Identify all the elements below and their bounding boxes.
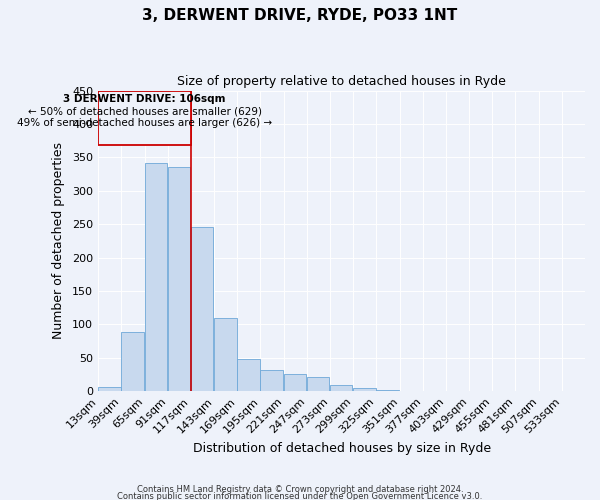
Bar [284,374,306,391]
Bar [400,390,422,391]
Text: Contains public sector information licensed under the Open Government Licence v3: Contains public sector information licen… [118,492,482,500]
X-axis label: Distribution of detached houses by size in Ryde: Distribution of detached houses by size … [193,442,491,455]
Bar [167,166,190,391]
Bar [423,390,445,391]
Bar [260,370,283,391]
Text: Contains HM Land Registry data © Crown copyright and database right 2024.: Contains HM Land Registry data © Crown c… [137,485,463,494]
FancyBboxPatch shape [98,90,191,146]
Bar [539,390,561,391]
Text: 3, DERWENT DRIVE, RYDE, PO33 1NT: 3, DERWENT DRIVE, RYDE, PO33 1NT [142,8,458,22]
Bar [191,227,214,391]
Bar [307,376,329,391]
Y-axis label: Number of detached properties: Number of detached properties [52,142,65,340]
Bar [145,162,167,391]
Bar [376,390,399,391]
Text: ← 50% of detached houses are smaller (629): ← 50% of detached houses are smaller (62… [28,107,262,117]
Text: 3 DERWENT DRIVE: 106sqm: 3 DERWENT DRIVE: 106sqm [64,94,226,104]
Title: Size of property relative to detached houses in Ryde: Size of property relative to detached ho… [177,75,506,88]
Bar [121,332,144,391]
Text: 49% of semi-detached houses are larger (626) →: 49% of semi-detached houses are larger (… [17,118,272,128]
Bar [214,318,236,391]
Bar [237,359,260,391]
Bar [353,388,376,391]
Bar [98,387,121,391]
Bar [330,384,352,391]
